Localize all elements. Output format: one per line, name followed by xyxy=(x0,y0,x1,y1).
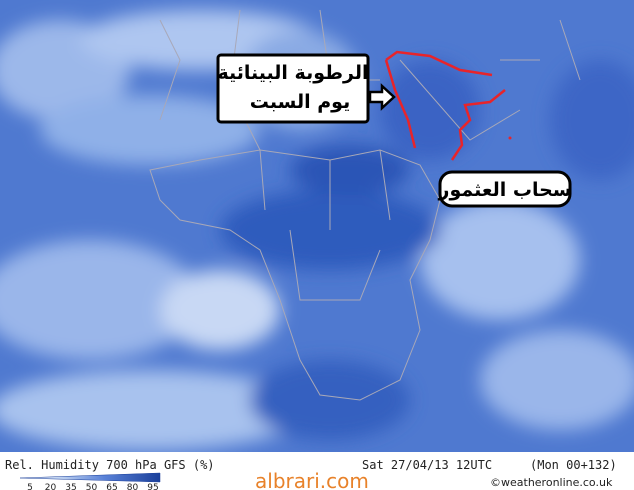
annotation-box xyxy=(216,53,370,124)
map-run: (Mon 00+132) xyxy=(530,458,617,472)
legend-tick: 35 xyxy=(65,483,76,490)
annotation-text: سحاب العثمور xyxy=(438,179,572,201)
legend-tick: 65 xyxy=(106,483,117,490)
legend-tick: 50 xyxy=(86,483,98,490)
red-dot xyxy=(508,136,512,140)
credit: ©weatheronline.co.uk xyxy=(490,476,613,489)
humidity-field: الرطوبة البينائية يوم السبت سحاب العثمور xyxy=(0,0,634,452)
watermark: albrari.com xyxy=(255,469,369,490)
arrow xyxy=(368,83,396,111)
legend-tick: 5 xyxy=(27,483,33,490)
annotation-box xyxy=(438,170,572,208)
legend-tick: 95 xyxy=(147,483,158,490)
annotation-text: الرطوبة البينائية xyxy=(217,62,368,84)
map-title: Rel. Humidity 700 hPa GFS (%) xyxy=(5,458,215,472)
legend-tick: 80 xyxy=(127,483,139,490)
colorbar xyxy=(19,472,161,483)
legend-tick: 20 xyxy=(45,483,57,490)
annotation-text: يوم السبت xyxy=(250,91,350,113)
map-date: Sat 27/04/13 12UTC xyxy=(362,458,492,472)
red-outline xyxy=(384,50,506,161)
